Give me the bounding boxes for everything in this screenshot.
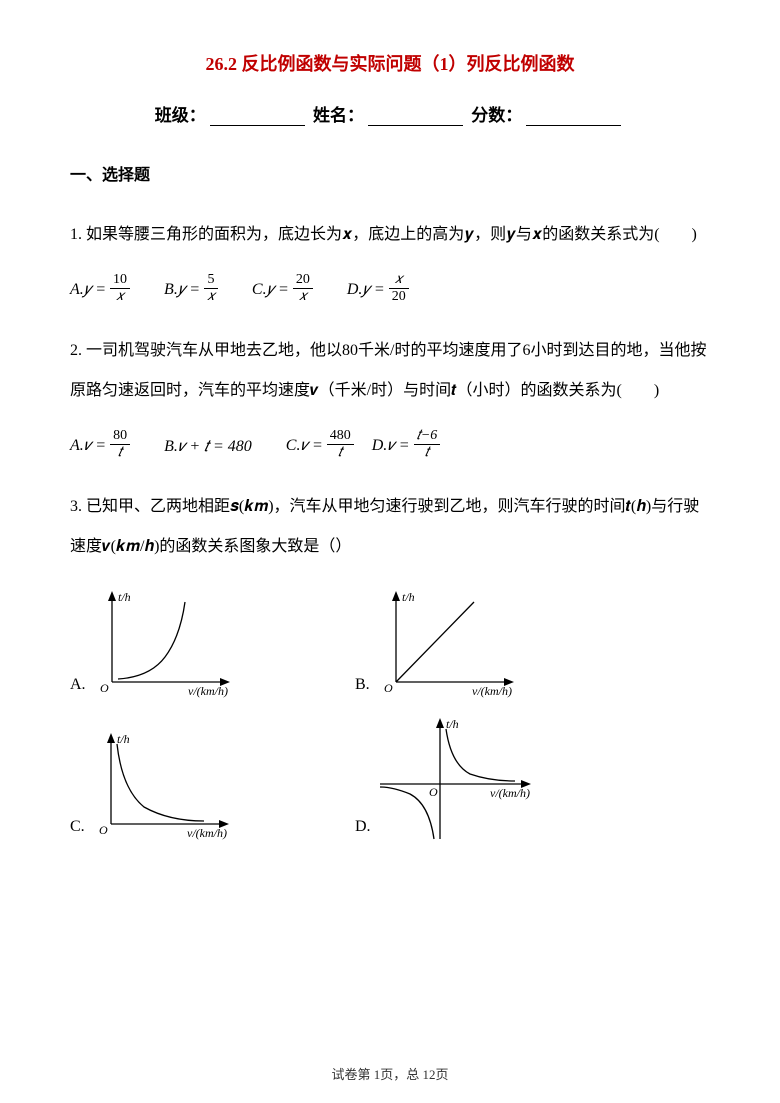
- q1-option-d[interactable]: D.𝑦 = 𝑥20: [347, 275, 409, 306]
- q1-option-b[interactable]: B.𝑦 = 5𝑥: [164, 275, 218, 306]
- graph-a: t/h v/(km/h) O: [90, 587, 240, 702]
- graph-d: t/h v/(km/h) O: [375, 714, 545, 844]
- graph-c: t/h v/(km/h) O: [89, 729, 239, 844]
- question-2-options: A.𝑣 = 80𝑡 B.𝑣 + 𝑡 = 480 C.𝑣 = 480𝑡 D.𝑣 =…: [70, 431, 710, 462]
- q3-option-a[interactable]: A. t/h v/(km/h) O: [70, 587, 355, 702]
- q2-option-a[interactable]: A.𝑣 = 80𝑡: [70, 431, 130, 462]
- name-label: 姓名：: [313, 106, 364, 125]
- svg-text:O: O: [429, 785, 438, 799]
- class-label: 班级：: [155, 106, 206, 125]
- q3-option-b[interactable]: B. t/h v/(km/h) O: [355, 587, 524, 702]
- svg-text:O: O: [384, 681, 393, 695]
- section-1-title: 一、选择题: [70, 161, 710, 185]
- q2-option-d[interactable]: D.𝑣 = 𝑡−6𝑡: [372, 431, 441, 462]
- graph-b: t/h v/(km/h) O: [374, 587, 524, 702]
- question-1-options: A.𝑦 = 10𝑥 B.𝑦 = 5𝑥 C.𝑦 = 20𝑥 D.𝑦 = 𝑥20: [70, 275, 710, 306]
- question-3: 3. 已知甲、乙两地相距𝒔(𝒌𝒎)，汽车从甲地匀速行驶到乙地，则汽车行驶的时间𝒕…: [70, 487, 710, 567]
- name-blank[interactable]: [368, 125, 463, 126]
- svg-text:v/(km/h): v/(km/h): [188, 684, 228, 698]
- svg-text:t/h: t/h: [446, 717, 459, 731]
- score-blank[interactable]: [526, 125, 621, 126]
- page-title: 26.2 反比例函数与实际问题（1）列反比例函数: [70, 50, 710, 76]
- svg-text:t/h: t/h: [117, 732, 130, 746]
- svg-text:t/h: t/h: [402, 590, 415, 604]
- question-2: 2. 一司机驾驶汽车从甲地去乙地，他以80千米/时的平均速度用了6小时到达目的地…: [70, 331, 710, 411]
- svg-text:v/(km/h): v/(km/h): [187, 826, 227, 840]
- svg-text:O: O: [100, 681, 109, 695]
- svg-text:t/h: t/h: [118, 590, 131, 604]
- q2-option-c[interactable]: C.𝑣 = 480𝑡: [286, 431, 354, 462]
- q3-option-d[interactable]: D. t/h v/(km/h) O: [355, 714, 545, 844]
- student-info-line: 班级： 姓名： 分数：: [70, 101, 710, 126]
- q3-option-c[interactable]: C. t/h v/(km/h) O: [70, 729, 355, 844]
- class-blank[interactable]: [210, 125, 305, 126]
- svg-text:O: O: [99, 823, 108, 837]
- svg-text:v/(km/h): v/(km/h): [472, 684, 512, 698]
- q2-option-b[interactable]: B.𝑣 + 𝑡 = 480: [164, 438, 252, 456]
- q1-option-c[interactable]: C.𝑦 = 20𝑥: [252, 275, 313, 306]
- page-footer: 试卷第 1页，总 12页: [0, 1064, 780, 1083]
- question-3-graphs: A. t/h v/(km/h) O B. t/h v/(km/h): [70, 587, 710, 844]
- question-1: 1. 如果等腰三角形的面积为，底边长为𝒙，底边上的高为𝒚，则𝒚与𝒙的函数关系式为…: [70, 215, 710, 255]
- svg-text:v/(km/h): v/(km/h): [490, 786, 530, 800]
- score-label: 分数：: [471, 106, 522, 125]
- q1-option-a[interactable]: A.𝑦 = 10𝑥: [70, 275, 130, 306]
